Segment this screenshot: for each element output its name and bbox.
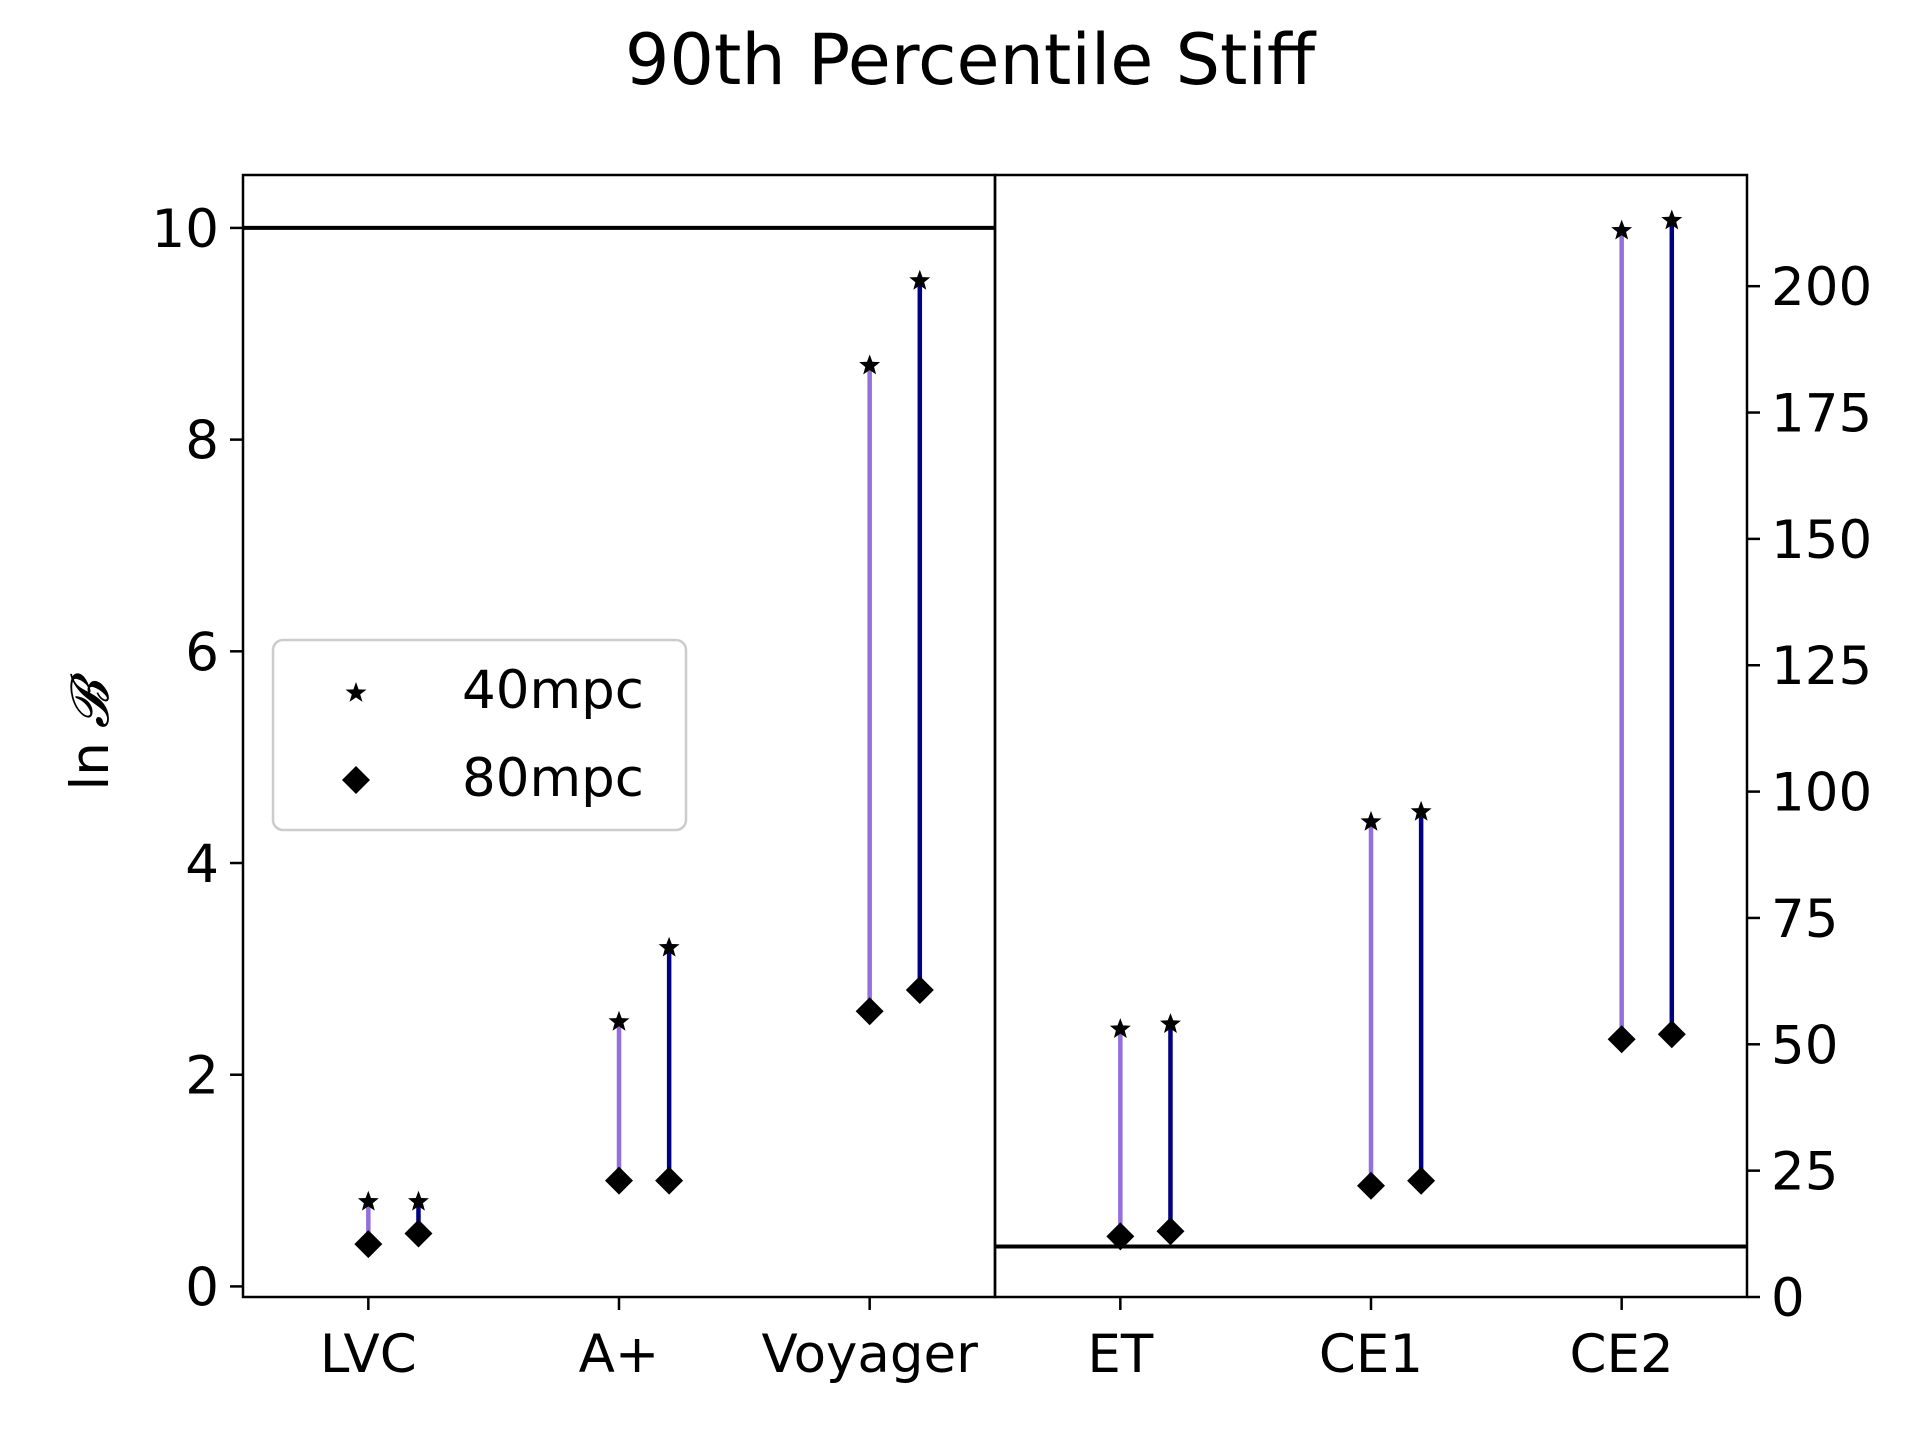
diamond-marker-40mpc: [1357, 1171, 1385, 1200]
diamond-marker-40mpc: [354, 1230, 383, 1259]
diamond-marker-80mpc: [905, 976, 934, 1005]
diamond-marker-40mpc: [1106, 1222, 1135, 1251]
right-y-tick-label: 25: [1771, 1142, 1838, 1203]
star-marker-40mpc: [1360, 810, 1382, 831]
right-panel-frame: [993, 173, 1749, 1299]
star-marker-80mpc: [1661, 209, 1683, 230]
legend-label-80mpc: 80mpc: [462, 748, 644, 809]
star-marker-40mpc: [608, 1010, 630, 1031]
chart-title: 90th Percentile Stiff: [625, 19, 1317, 101]
x-tick-label: CE1: [1319, 1324, 1423, 1385]
plot-layer: 0 2 4 6 8 10 LVC A+ Voyager 0 25 50 75 100 125 150 175 20…: [152, 199, 1873, 1385]
x-tick-label: A+: [579, 1324, 660, 1385]
right-y-tick-label: 175: [1771, 384, 1872, 445]
y-axis-label-ln: ln: [60, 742, 121, 790]
right-y-tick-label: 200: [1771, 257, 1872, 318]
left-y-tick-label: 10: [152, 199, 219, 260]
star-marker-40mpc: [357, 1190, 379, 1211]
right-y-tick-label: 0: [1771, 1268, 1805, 1329]
star-marker-40mpc: [1611, 219, 1633, 240]
star-marker-40mpc: [1109, 1018, 1131, 1038]
diamond-marker-80mpc: [404, 1219, 433, 1248]
star-marker-80mpc: [408, 1190, 429, 1211]
left-y-tick-label: 8: [185, 411, 219, 472]
right-y-tick-label: 150: [1771, 510, 1872, 571]
right-y-tick-label: 50: [1771, 1015, 1838, 1076]
legend: 40mpc 80mpc: [271, 638, 688, 832]
star-marker-80mpc: [1410, 800, 1432, 821]
y-axis-label-symbol: 𝓑: [60, 672, 121, 728]
x-tick-label: ET: [1087, 1324, 1153, 1385]
diamond-marker-40mpc: [1607, 1025, 1636, 1054]
left-y-tick-label: 2: [185, 1046, 219, 1107]
y-axis-label: ln 𝓑: [60, 672, 121, 790]
x-tick-label: CE2: [1570, 1324, 1674, 1385]
legend-label-40mpc: 40mpc: [462, 660, 644, 721]
right-y-tick-label: 125: [1771, 636, 1872, 697]
diamond-marker-80mpc: [1657, 1020, 1686, 1049]
star-marker-80mpc: [1160, 1013, 1181, 1033]
diamond-marker-80mpc: [1156, 1217, 1185, 1246]
star-marker-40mpc: [859, 354, 881, 375]
legend-diamond-icon: [342, 766, 370, 794]
legend-star-icon: [345, 682, 367, 702]
star-marker-80mpc: [909, 269, 931, 290]
x-tick-label: LVC: [320, 1324, 417, 1385]
diamond-marker-40mpc: [605, 1166, 633, 1195]
legend-box: [271, 638, 688, 832]
right-y-tick-label: 75: [1771, 889, 1838, 950]
diamond-marker-80mpc: [655, 1166, 684, 1195]
diamond-marker-40mpc: [855, 997, 884, 1026]
x-tick-label: Voyager: [761, 1324, 978, 1385]
left-y-tick-label: 0: [185, 1257, 219, 1318]
left-y-tick-label: 6: [185, 622, 219, 683]
star-marker-80mpc: [658, 936, 680, 957]
right-y-tick-label: 100: [1771, 763, 1872, 824]
left-y-tick-label: 4: [185, 834, 219, 895]
diamond-marker-80mpc: [1407, 1166, 1436, 1195]
